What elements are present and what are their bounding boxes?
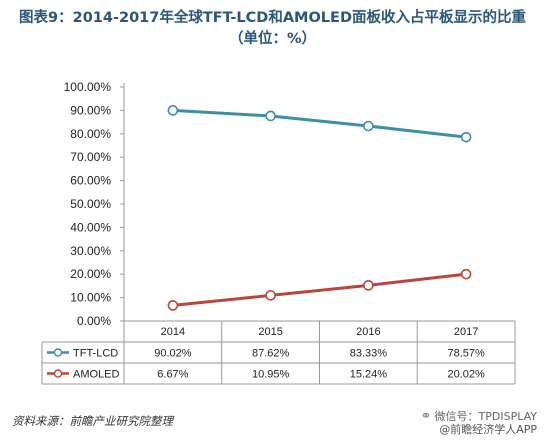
x-category-label: 2016 [356,326,380,338]
y-tick-label: 90.00% [70,103,111,117]
legend-swatch-marker-tft-lcd [53,348,63,357]
data-point-tft-lcd [265,110,276,122]
axis-layer: 0.00% 10.00% 20.00% 30.00% 40.00% 50.00% 60.00… [64,80,125,328]
wechat-id: 微信号：TPDISPLAY [434,410,537,423]
chart-title-line1: 图表9：2014-2017年全球TFT-LCD和AMOLED面板收入占平板显示的… [19,10,526,26]
legend-label-amoled: AMOLED [73,369,120,381]
series-line-tft-lcd [172,108,467,139]
table-value-tft-lcd: 87.62% [252,348,290,360]
legend-label-tft-lcd: TFT-LCD [73,348,118,360]
x-category-label: 2014 [161,326,185,338]
data-point-amoled [460,268,472,280]
table-value-amoled: 6.67% [157,369,188,381]
table-value-tft-lcd: 83.33% [350,348,388,360]
data-point-tft-lcd [363,120,374,132]
y-tick-label: 10.00% [70,291,111,305]
data-point-amoled [265,290,276,301]
y-tick-label: 0.00% [77,314,111,328]
y-tick-label: 50.00% [70,197,111,211]
table-value-amoled: 20.02% [447,369,485,381]
y-tick-label: 80.00% [70,127,111,141]
table-value-tft-lcd: 78.57% [447,348,485,360]
wechat-id-line: ⚭ 微信号：TPDISPLAY [421,410,537,423]
table-value-amoled: 15.24% [350,369,388,381]
y-tick-label: 100.00% [64,80,112,94]
y-tick-label: 20.00% [70,267,111,281]
x-category-label: 2015 [258,326,282,338]
data-point-tft-lcd [167,105,179,116]
chart-title: 图表9：2014-2017年全球TFT-LCD和AMOLED面板收入占平板显示的… [0,8,545,50]
series-line-amoled [172,272,467,307]
y-tick-label: 40.00% [70,220,111,234]
table-value-amoled: 10.95% [252,369,290,381]
y-tick-label: 30.00% [70,244,111,258]
wechat-icon: ⚭ [420,409,432,424]
x-category-label: 2017 [454,326,478,338]
table-value-tft-lcd: 90.02% [154,348,192,360]
y-tick-label: 70.00% [70,150,111,164]
y-tick-label: 60.00% [70,174,111,188]
line-chart-with-table: 0.00% 10.00% 20.00% 30.00% 40.00% 50.00% 60.00… [41,80,516,385]
chart-title-unit: （单位：%） [228,31,317,47]
source-note: 资料来源：前瞻产业研究院整理 [12,414,173,428]
legend-swatch-marker-amoled [53,369,63,378]
data-table: 2014 2015 2016 2017 TFT-LCD 90.02% 87.62% 83.33… [41,320,516,385]
publisher-watermark: ⚭ 微信号：TPDISPLAY @前瞻经济学人APP [421,410,537,436]
app-credit: @前瞻经济学人APP [439,423,537,436]
data-point-tft-lcd [460,131,472,143]
data-point-amoled [363,280,374,291]
series-layer [167,105,472,311]
data-point-amoled [167,300,179,311]
